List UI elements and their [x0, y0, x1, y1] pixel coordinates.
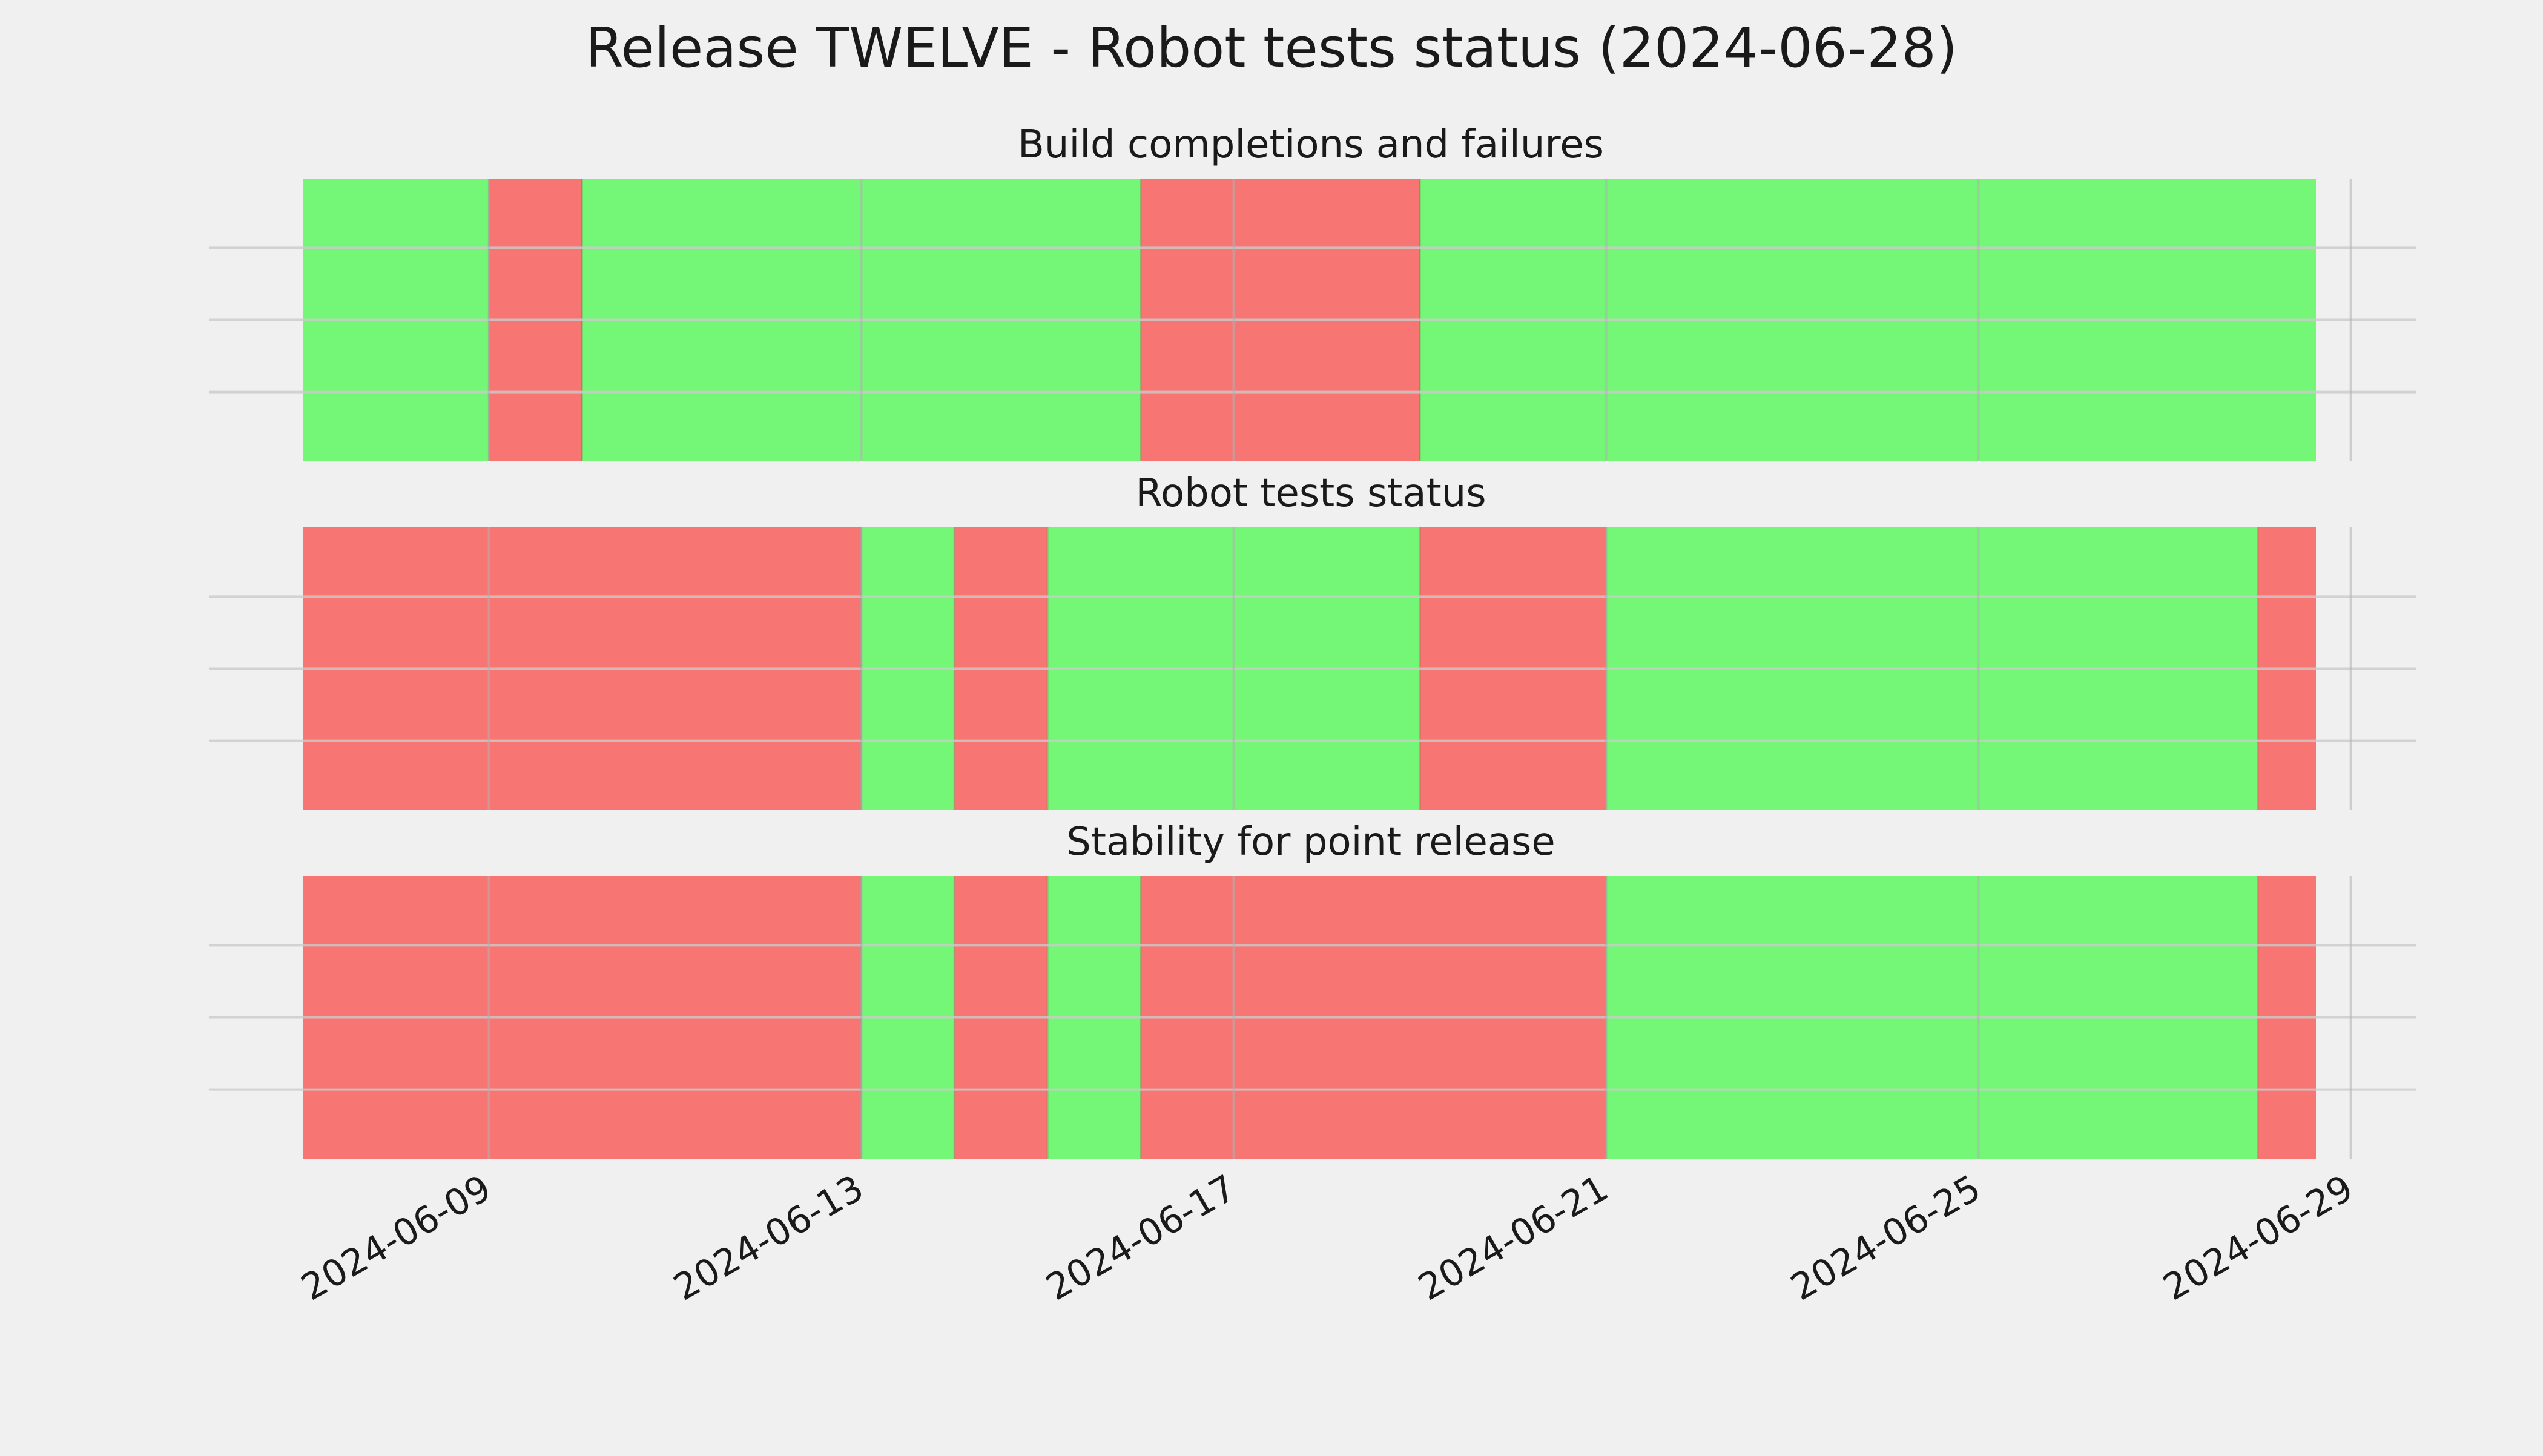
panel-title: Robot tests status — [1135, 471, 1486, 516]
panel-title: Stability for point release — [1066, 820, 1555, 865]
panel-2: Robot tests status — [209, 471, 2416, 810]
panel-title: Build completions and failures — [1018, 122, 1604, 167]
panel-1: Build completions and failures — [209, 122, 2416, 461]
panel-3: Stability for point release — [209, 820, 2416, 1159]
chart-title: Release TWELVE - Robot tests status (202… — [585, 16, 1958, 80]
panels-layer: Build completions and failures Robot test… — [209, 122, 2416, 1159]
